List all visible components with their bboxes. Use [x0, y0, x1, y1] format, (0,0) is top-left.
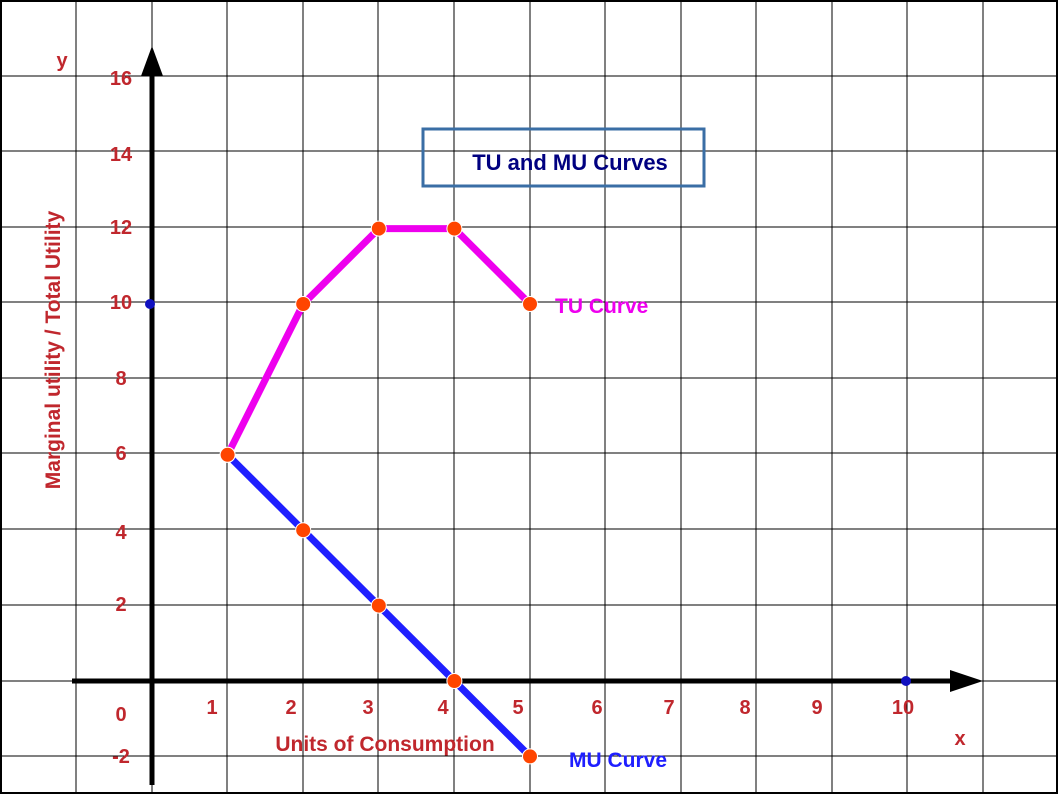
- tu-curve-segment: [451, 226, 533, 307]
- mu-data-point: [295, 522, 312, 539]
- title-box: [421, 127, 706, 188]
- y-tick-label: 4: [115, 522, 127, 544]
- mu-curve-segment: [300, 527, 382, 609]
- mu-data-point: [370, 597, 387, 614]
- chart-title: TU and MU Curves: [472, 150, 668, 175]
- axes: [72, 46, 983, 785]
- mu-curve-segment: [376, 603, 457, 684]
- tu-data-point: [295, 296, 312, 312]
- x-tick-label: 7: [663, 697, 674, 719]
- tu-curve-label: TU Curve: [555, 295, 648, 318]
- y-tick-label: 2: [115, 594, 126, 616]
- y-tick-label: 10: [110, 292, 132, 314]
- x-tick-label: 10: [892, 697, 914, 719]
- x-tick-label: 5: [512, 697, 523, 719]
- y-tick-label: 6: [115, 443, 126, 465]
- x-axis-label: Units of Consumption: [275, 733, 494, 756]
- x-tick-label: 2: [285, 697, 296, 719]
- tu-data-point: [522, 296, 538, 312]
- x-tick-label: 1: [206, 697, 217, 719]
- labels: Marginal utility / Total Utility Units o…: [42, 50, 966, 772]
- x-tick-label: 3: [362, 697, 373, 719]
- axis-point: [145, 299, 155, 309]
- mu-curve-label: MU Curve: [569, 749, 667, 772]
- x-axis-letter: x: [954, 728, 965, 750]
- tu-data-point: [370, 220, 387, 237]
- x-axis-arrow: [950, 670, 983, 692]
- tu-curve-segment: [300, 226, 382, 307]
- mu-curve-segment: [451, 678, 533, 759]
- tu-curve-segment: [224, 302, 307, 457]
- y-axis-label: Marginal utility / Total Utility: [42, 210, 65, 489]
- y-tick-label: 0: [115, 704, 126, 726]
- mu-data-point: [522, 748, 538, 765]
- mu-curve-segment: [225, 452, 306, 533]
- x-tick-label: 8: [739, 697, 750, 719]
- y-tick-label: 8: [115, 368, 126, 390]
- x-tick-label: 6: [591, 697, 602, 719]
- mu-data-point: [446, 673, 463, 689]
- y-tick-label: -2: [112, 746, 130, 768]
- tu-data-point: [446, 220, 463, 237]
- y-axis-letter: y: [56, 50, 68, 72]
- axis-point: [901, 676, 911, 686]
- mu-data-point: [219, 446, 236, 463]
- x-tick-label: 9: [811, 697, 822, 719]
- x-tick-label: 4: [437, 697, 449, 719]
- y-axis-arrow: [141, 46, 163, 76]
- y-tick-label: 12: [110, 217, 132, 239]
- y-tick-label: 16: [110, 68, 132, 90]
- y-tick-label: 14: [110, 144, 133, 166]
- series: [145, 220, 911, 765]
